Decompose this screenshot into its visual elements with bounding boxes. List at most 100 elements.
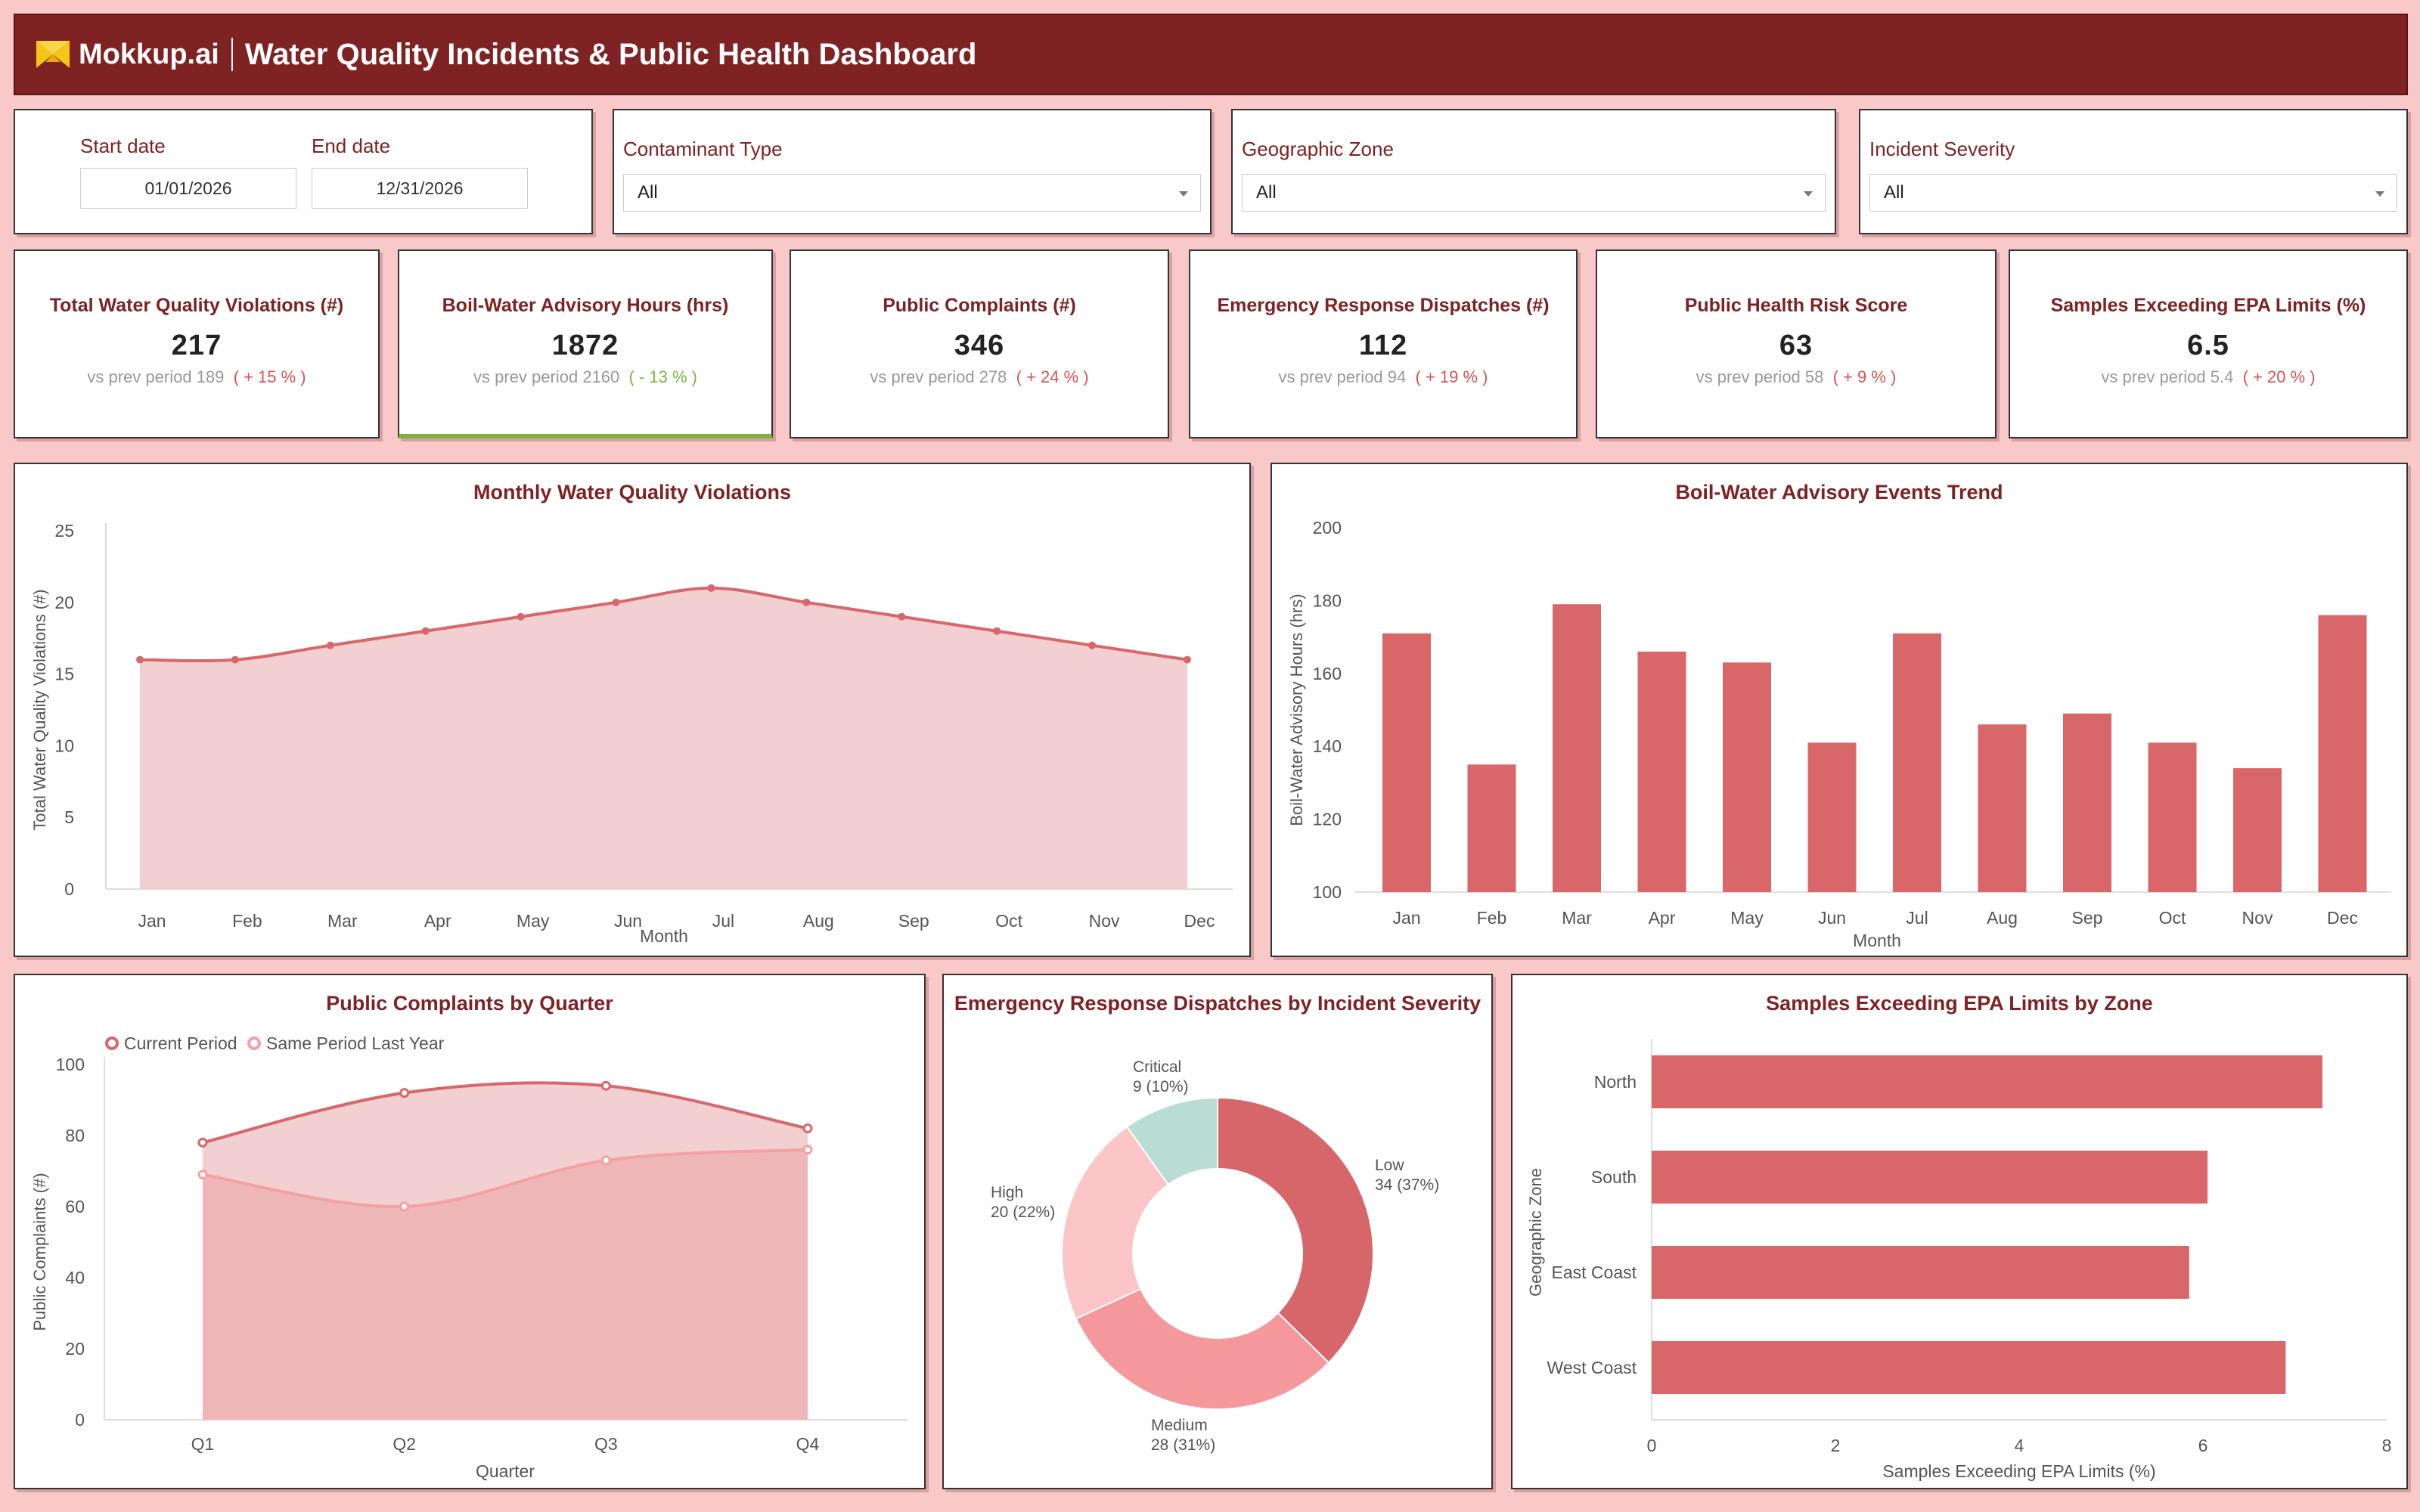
slice-label: High xyxy=(991,1184,1023,1201)
x-tick-label: Jun xyxy=(1818,908,1846,928)
data-point xyxy=(600,1155,611,1166)
kpi-card-epa-samples[interactable]: Samples Exceeding EPA Limits (%) 6.5 vs … xyxy=(2009,249,2408,438)
chart-title: Public Complaints by Quarter xyxy=(326,992,613,1015)
end-date-input[interactable]: 12/31/2026 xyxy=(312,168,528,209)
data-point xyxy=(399,1201,410,1212)
chart-title: Emergency Response Dispatches by Inciden… xyxy=(954,992,1481,1015)
contaminant-type-value: All xyxy=(638,182,658,203)
incident-severity-select[interactable]: All xyxy=(1869,174,2397,212)
chart-title: Monthly Water Quality Violations xyxy=(473,481,792,503)
kpi-comparison: vs prev period 94 ( + 19 % ) xyxy=(1190,367,1576,387)
data-point xyxy=(197,1137,208,1148)
x-tick-label: Apr xyxy=(1649,908,1676,928)
slice-label: Critical xyxy=(1133,1058,1181,1076)
x-tick-label: Apr xyxy=(424,911,451,931)
incident-severity-label: Incident Severity xyxy=(1869,138,2015,160)
epa-zone-chart-panel: Samples Exceeding EPA Limits by Zone 0 2 4… xyxy=(1511,974,2408,1489)
y-tick-label: 100 xyxy=(1313,882,1342,902)
y-tick-label: 200 xyxy=(1313,518,1342,538)
kpi-prev-label: vs prev period xyxy=(1696,367,1801,386)
x-tick-label: Q4 xyxy=(796,1434,820,1454)
kpi-change: ( - 13 % ) xyxy=(628,367,697,386)
kpi-comparison: vs prev period 278 ( + 24 % ) xyxy=(791,367,1168,387)
bar xyxy=(1652,1341,2286,1394)
kpi-prev-label: vs prev period xyxy=(1278,367,1383,386)
dispatch-severity-chart-panel: Emergency Response Dispatches by Inciden… xyxy=(942,974,1493,1489)
brand-name: Mokkup.ai xyxy=(79,38,219,70)
y-tick-label: 0 xyxy=(75,1410,85,1430)
legend-label: Current Period xyxy=(124,1033,237,1053)
y-tick-label: 100 xyxy=(56,1055,85,1074)
kpi-card-violations[interactable]: Total Water Quality Violations (#) 217 v… xyxy=(14,249,380,438)
area-fill xyxy=(140,587,1187,889)
start-date-input[interactable]: 01/01/2026 xyxy=(80,168,296,209)
x-tick-label: Q2 xyxy=(392,1434,416,1454)
kpi-card-advisory-hours[interactable]: Boil-Water Advisory Hours (hrs) 1872 vs … xyxy=(398,249,773,438)
data-point xyxy=(993,627,1001,635)
dispatch-severity-chart[interactable]: Low 34 (37%) Medium 28 (31%) High 20 (22%) Cri… xyxy=(944,975,1491,1488)
x-tick-label: May xyxy=(517,911,550,931)
kpi-card-complaints[interactable]: Public Complaints (#) 346 vs prev period… xyxy=(790,249,1169,438)
geographic-zone-select[interactable]: All xyxy=(1242,174,1826,212)
advisory-trend-chart[interactable]: 100 120 140 160 180 200 Jan Feb Mar Apr May Jun Jul A… xyxy=(1272,464,2406,956)
x-tick-label: Sep xyxy=(898,911,929,931)
kpi-prev-value: 94 xyxy=(1387,367,1407,386)
contaminant-type-select[interactable]: All xyxy=(623,174,1201,212)
kpi-comparison: vs prev period 189 ( + 15 % ) xyxy=(15,367,378,387)
data-point xyxy=(612,598,620,606)
bar xyxy=(1652,1151,2208,1204)
slice-value: 28 (31%) xyxy=(1151,1436,1215,1454)
x-tick-label: Feb xyxy=(1477,908,1507,928)
kpi-prev-value: 2160 xyxy=(582,367,620,386)
geographic-zone-label: Geographic Zone xyxy=(1242,138,1394,160)
bar xyxy=(2233,768,2282,892)
y-tick-label: 15 xyxy=(54,665,74,684)
slice-value: 34 (37%) xyxy=(1375,1176,1439,1194)
pie-slice xyxy=(1125,1096,1218,1186)
page-title: Water Quality Incidents & Public Health … xyxy=(244,37,977,71)
bar xyxy=(1652,1246,2189,1299)
data-point xyxy=(399,1088,410,1098)
complaints-quarter-chart-panel: Public Complaints by Quarter 0 20 40 60 80 10… xyxy=(14,974,926,1489)
monthly-violations-chart[interactable]: 0 5 10 15 20 25 Jan Feb Mar Apr May Jun Jul Aug Sep Oct… xyxy=(15,464,1249,956)
bar xyxy=(1467,764,1516,892)
data-point xyxy=(136,655,144,664)
pie-slice xyxy=(1075,1287,1330,1410)
x-axis-title: Month xyxy=(1853,931,1901,950)
x-tick-label: Dec xyxy=(2327,908,2358,928)
bar xyxy=(2148,742,2197,892)
advisory-trend-chart-panel: Boil-Water Advisory Events Trend 100 120 1… xyxy=(1270,463,2408,957)
date-range-filter: Start date End date 01/01/2026 12/31/202… xyxy=(14,109,593,234)
data-point xyxy=(802,1123,813,1134)
slice-value: 9 (10%) xyxy=(1133,1078,1189,1095)
y-tick-label: 120 xyxy=(1313,810,1342,829)
x-tick-label: Mar xyxy=(327,911,358,931)
kpi-change: ( + 24 % ) xyxy=(1016,367,1089,386)
kpi-title: Total Water Quality Violations (#) xyxy=(49,295,344,316)
slice-value: 20 (22%) xyxy=(991,1204,1055,1221)
x-tick-label: Nov xyxy=(1089,911,1120,931)
data-point xyxy=(231,655,239,664)
kpi-title: Boil-Water Advisory Hours (hrs) xyxy=(442,295,729,316)
kpi-prev-label: vs prev period xyxy=(870,367,975,386)
bar xyxy=(1723,662,1771,892)
logo[interactable]: Mokkup.ai xyxy=(35,36,219,73)
kpi-card-dispatches[interactable]: Emergency Response Dispatches (#) 112 vs… xyxy=(1189,249,1578,438)
x-tick-label: Feb xyxy=(232,911,262,931)
data-point xyxy=(421,627,430,635)
kpi-card-risk-score[interactable]: Public Health Risk Score 63 vs prev peri… xyxy=(1596,249,1996,438)
start-date-label: Start date xyxy=(80,135,166,157)
pie-slice xyxy=(1061,1126,1170,1320)
kpi-comparison: vs prev period 5.4 ( + 20 % ) xyxy=(2010,367,2406,387)
pie-slice xyxy=(1217,1096,1374,1364)
y-tick-label: West Coast xyxy=(1547,1358,1637,1377)
kpi-change: ( + 20 % ) xyxy=(2242,367,2316,386)
data-point xyxy=(802,598,811,606)
y-tick-label: 5 xyxy=(64,807,74,827)
bar xyxy=(2318,615,2367,892)
legend-label: Same Period Last Year xyxy=(266,1033,445,1053)
bar xyxy=(1553,604,1601,892)
kpi-prev-value: 58 xyxy=(1804,367,1824,386)
